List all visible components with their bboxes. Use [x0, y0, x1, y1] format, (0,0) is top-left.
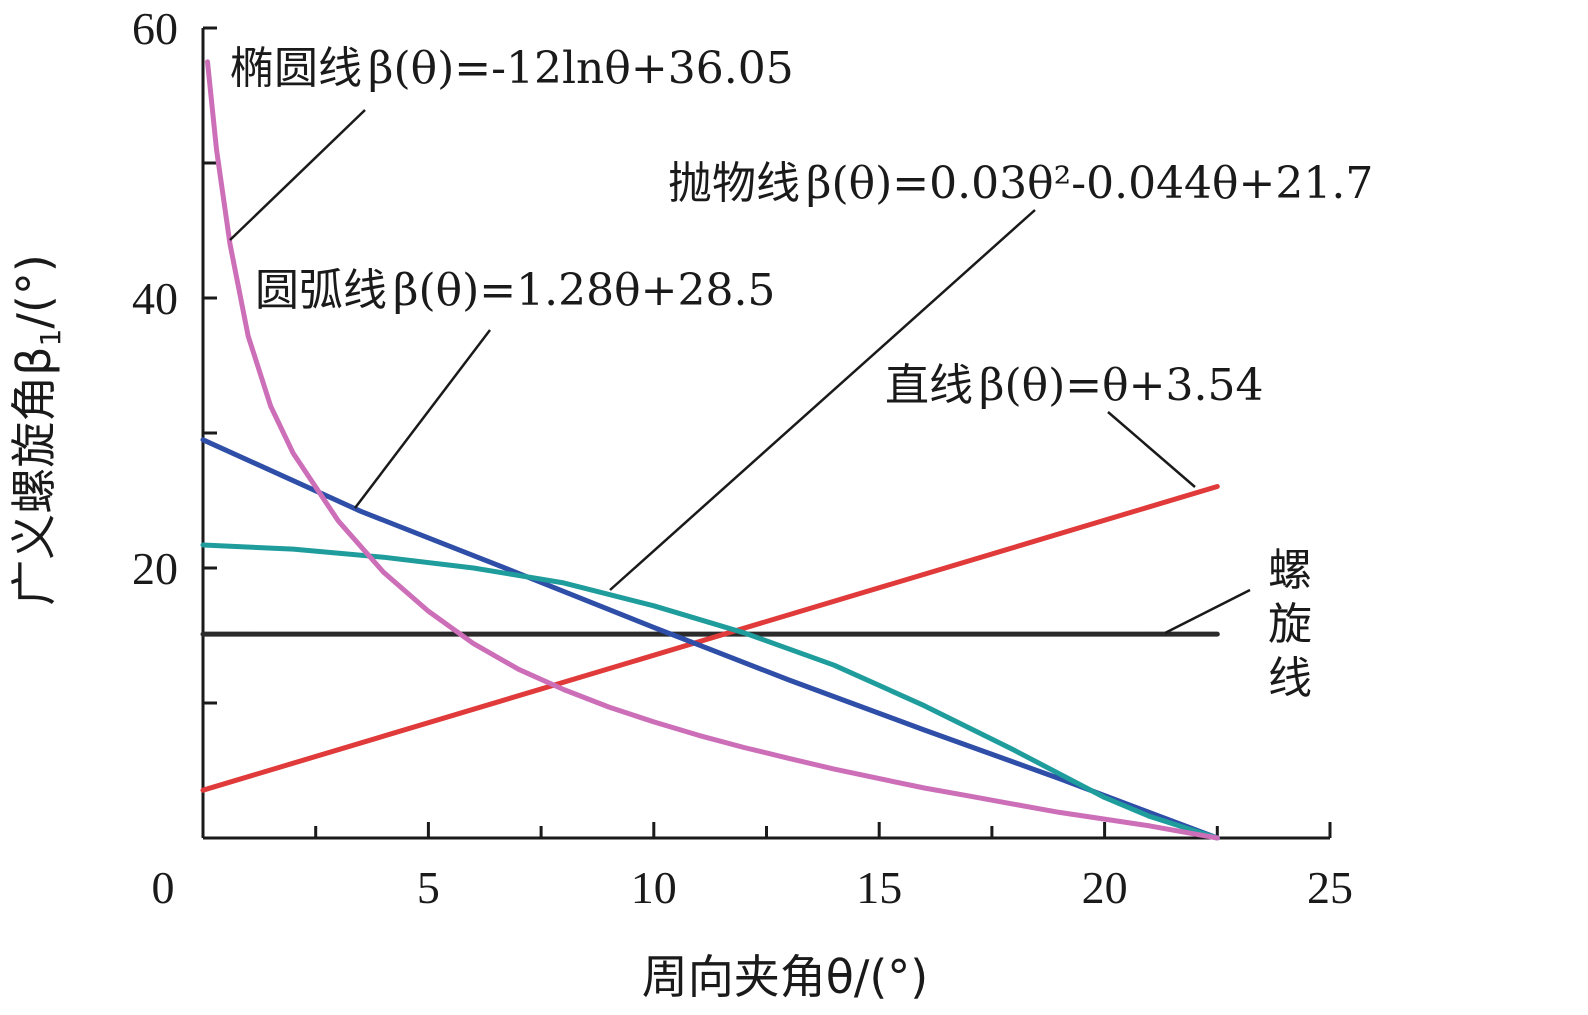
axes: 0 5 10 15 20 25 20 40 60	[132, 3, 1353, 913]
series-line-3	[200, 484, 1220, 793]
leader-lines	[229, 109, 1251, 635]
leader-spiral	[1164, 588, 1251, 635]
x-tick-label: 20	[1082, 862, 1128, 913]
label-straight: 直线 β(θ)=θ+3.54	[885, 360, 1263, 411]
label-spiral: 螺旋线	[1268, 545, 1312, 704]
x-tick-label: 25	[1307, 862, 1353, 913]
y-tick-label: 20	[132, 543, 178, 594]
series-layer	[200, 59, 1220, 841]
label-arc: 圆弧线 β(θ)=1.28θ+28.5	[255, 265, 775, 316]
y-axis-title: 广义螺旋角β1/(°)	[7, 254, 67, 606]
y-tick-label: 60	[132, 3, 178, 54]
y-tick-label: 40	[132, 273, 178, 324]
x-tick-label: 5	[417, 862, 440, 913]
series-line-2	[200, 542, 1220, 841]
x-axis-title: 周向夹角θ/(°)	[642, 950, 929, 1004]
leader-arc	[354, 329, 491, 509]
label-parabola: 抛物线 β(θ)=0.03θ²-0.044θ+21.7	[668, 158, 1373, 209]
series-line-1	[200, 437, 1220, 841]
series-line-0	[205, 59, 1220, 841]
leader-straight	[1107, 411, 1196, 488]
leader-parabola	[609, 209, 1036, 591]
x-tick-label: 15	[856, 862, 902, 913]
label-ellipse: 椭圆线 β(θ)=-12lnθ+36.05	[230, 43, 794, 94]
leader-ellipse	[229, 109, 366, 241]
x-tick-label: 0	[152, 862, 175, 913]
x-tick-label: 10	[631, 862, 677, 913]
